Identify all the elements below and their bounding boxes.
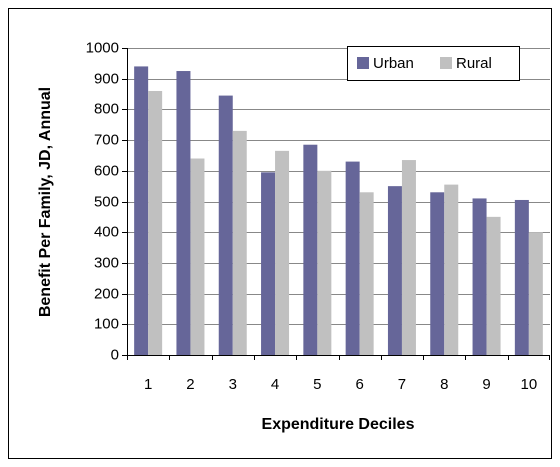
bar xyxy=(359,192,374,355)
y-tick-label: 700 xyxy=(94,131,119,148)
legend-swatch xyxy=(357,57,369,69)
bar xyxy=(430,192,445,355)
x-tick-label: 6 xyxy=(355,376,363,393)
y-tick-label: 800 xyxy=(94,100,119,117)
bar xyxy=(275,150,290,355)
y-tick-label: 100 xyxy=(94,315,119,332)
bar xyxy=(148,90,163,355)
bar xyxy=(303,144,318,355)
x-tick-label: 4 xyxy=(271,376,279,393)
legend-swatch xyxy=(440,57,452,69)
bar xyxy=(218,95,233,356)
x-tick-label: 10 xyxy=(521,376,538,393)
bar xyxy=(134,66,149,356)
bar xyxy=(345,161,360,355)
x-tick-label: 3 xyxy=(229,376,237,393)
y-tick-label: 600 xyxy=(94,162,119,179)
bar xyxy=(190,158,205,355)
legend-label: Urban xyxy=(373,55,414,72)
y-tick-label: 400 xyxy=(94,223,119,240)
x-tick-label: 2 xyxy=(186,376,194,393)
bar xyxy=(472,198,487,355)
plot-area: 0 100 200 300 400 500 600 700 800 900 1000 1 2 3 4 5 6 7 8… xyxy=(86,39,550,393)
x-tick-label: 8 xyxy=(440,376,448,393)
bar xyxy=(261,172,276,355)
legend-label: Rural xyxy=(456,55,492,72)
bar xyxy=(401,160,416,355)
legend: Urban Rural xyxy=(347,46,520,81)
bar xyxy=(317,170,332,355)
bar xyxy=(444,184,459,355)
bar xyxy=(514,199,529,355)
y-tick-label: 300 xyxy=(94,254,119,271)
legend-box xyxy=(347,46,520,81)
y-tick-label: 200 xyxy=(94,285,119,302)
bar xyxy=(528,232,543,355)
bar xyxy=(232,130,247,355)
bar xyxy=(176,71,191,356)
bar xyxy=(387,186,402,355)
x-tick-label: 7 xyxy=(398,376,406,393)
y-tick-label: 900 xyxy=(94,70,119,87)
y-tick-label: 0 xyxy=(111,346,119,363)
x-tick-label: 9 xyxy=(482,376,490,393)
x-tick-label: 5 xyxy=(313,376,321,393)
y-tick-label: 500 xyxy=(94,193,119,210)
x-tick-label: 1 xyxy=(144,376,152,393)
x-axis-label: Expenditure Deciles xyxy=(262,416,415,433)
bar xyxy=(486,216,501,355)
y-axis-label: Benefit Per Family, JD, Annual xyxy=(37,87,54,317)
y-tick-label: 1000 xyxy=(86,39,119,56)
